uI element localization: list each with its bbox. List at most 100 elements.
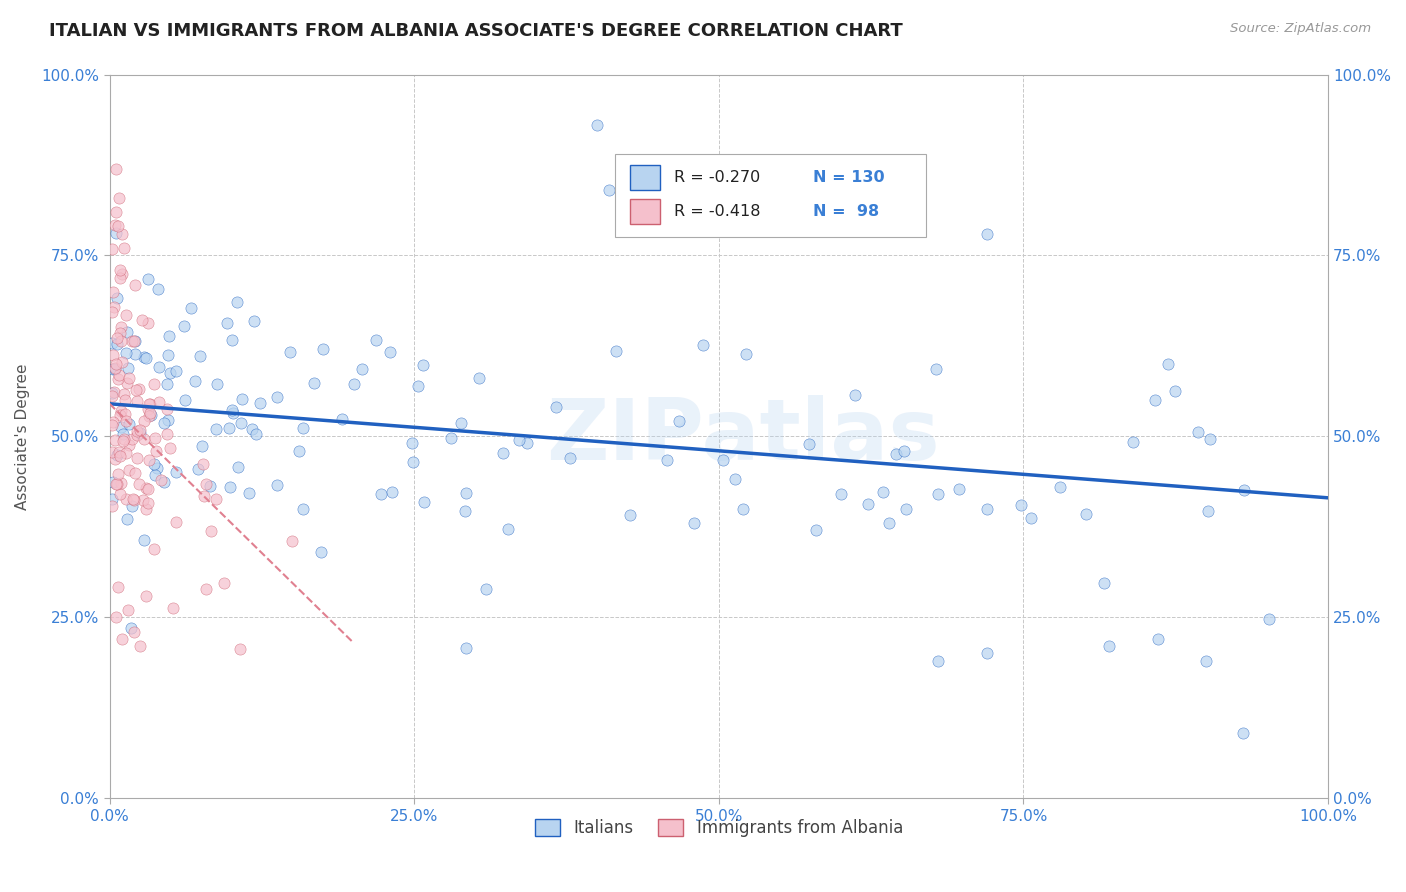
Point: [104, 433, 127, 447]
Point: [243, 314, 266, 328]
Point: [142, 541, 165, 556]
Point: [492, 446, 515, 460]
Point: [128, 476, 150, 491]
Point: [222, 406, 245, 420]
Point: [107, 372, 129, 386]
Point: [162, 601, 184, 615]
Point: [121, 491, 143, 506]
Point: [142, 457, 165, 471]
Point: [205, 377, 228, 392]
Point: [125, 427, 148, 442]
Point: [111, 355, 134, 369]
Point: [205, 421, 228, 435]
Point: [1010, 498, 1032, 512]
Point: [1019, 511, 1042, 525]
Point: [856, 497, 879, 511]
Point: [378, 344, 401, 359]
Point: [350, 361, 373, 376]
Point: [124, 467, 146, 481]
Point: [402, 455, 425, 469]
Point: [101, 416, 124, 430]
Point: [103, 385, 125, 400]
Point: [108, 445, 131, 459]
Point: [1146, 632, 1168, 646]
Point: [948, 483, 970, 497]
Point: [1092, 575, 1115, 590]
Point: [173, 318, 195, 333]
Point: [797, 437, 820, 451]
Point: [598, 183, 620, 197]
Point: [711, 453, 734, 467]
Point: [136, 402, 159, 417]
Point: [159, 366, 181, 380]
Point: [165, 465, 187, 479]
Point: [121, 334, 143, 349]
Point: [844, 387, 866, 401]
Point: [976, 227, 998, 241]
Point: [139, 408, 162, 422]
Point: [456, 640, 478, 655]
Point: [240, 421, 263, 435]
Point: [153, 417, 176, 431]
Point: [115, 326, 138, 340]
Point: [219, 480, 242, 494]
Point: [309, 544, 332, 558]
Point: [605, 343, 627, 358]
Point: [174, 392, 197, 407]
Point: [927, 654, 949, 668]
Point: [135, 589, 157, 603]
Point: [1157, 358, 1180, 372]
Point: [312, 342, 335, 356]
Point: [111, 632, 134, 646]
Point: [806, 212, 828, 227]
Point: [735, 347, 758, 361]
Point: [544, 400, 567, 414]
Point: [112, 433, 135, 447]
Point: [668, 415, 690, 429]
Point: [191, 457, 214, 471]
Point: [180, 301, 202, 316]
Point: [101, 285, 124, 300]
FancyBboxPatch shape: [630, 165, 661, 190]
Point: [366, 333, 388, 347]
Point: [724, 472, 747, 486]
Point: [136, 272, 159, 286]
Point: [108, 190, 131, 204]
Point: [115, 491, 138, 506]
Point: [146, 461, 169, 475]
Point: [156, 348, 179, 362]
Point: [187, 461, 209, 475]
Point: [108, 326, 131, 340]
Point: [205, 491, 228, 506]
Point: [218, 421, 240, 435]
Point: [101, 389, 124, 403]
Point: [101, 475, 124, 489]
Point: [586, 118, 609, 132]
Point: [138, 482, 160, 496]
Point: [291, 421, 314, 435]
Point: [291, 501, 314, 516]
Point: [925, 362, 948, 376]
Point: [450, 416, 472, 430]
Point: [110, 408, 132, 422]
Point: [127, 424, 149, 438]
Point: [412, 359, 434, 373]
Point: [108, 449, 131, 463]
Point: [238, 485, 260, 500]
Point: [115, 414, 138, 428]
Point: [112, 241, 135, 255]
Point: [468, 371, 491, 385]
Point: [117, 603, 139, 617]
Point: [221, 333, 243, 347]
Point: [231, 416, 253, 430]
Point: [105, 336, 128, 351]
Point: [122, 334, 145, 348]
Point: [1233, 483, 1256, 498]
Point: [110, 263, 132, 277]
Point: [101, 418, 124, 433]
Text: Source: ZipAtlas.com: Source: ZipAtlas.com: [1230, 22, 1371, 36]
Point: [115, 512, 138, 526]
Point: [111, 267, 134, 281]
Point: [1195, 654, 1218, 668]
Point: [440, 431, 463, 445]
